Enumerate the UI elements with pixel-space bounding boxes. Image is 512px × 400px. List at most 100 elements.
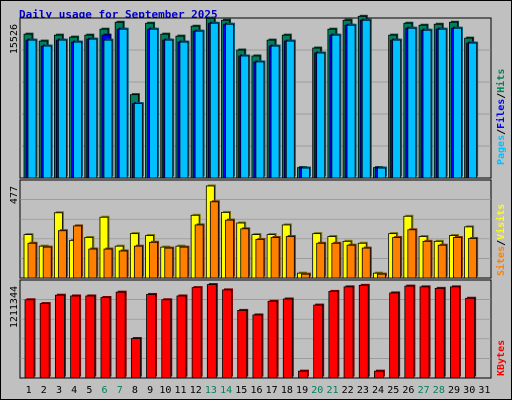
hits-files-pages-bar-pages <box>392 39 402 179</box>
visits-sites-bar-sites <box>27 242 37 279</box>
hits-files-pages-bar-pages <box>194 30 204 179</box>
x-tick-label: 31 <box>478 385 490 396</box>
x-tick-label: 17 <box>266 385 278 396</box>
x-tick-label: 18 <box>281 385 293 396</box>
visits-sites-legend-entry: Visits <box>495 204 507 240</box>
hits-files-pages-legend-entry: Files <box>495 99 507 129</box>
visits-sites-bar-sites <box>301 273 310 279</box>
visits-sites-bar-sites <box>194 224 204 279</box>
visits-sites-bar-sites <box>240 228 250 279</box>
hits-files-pages-legend-entry: / <box>496 93 507 99</box>
hits-files-pages-bar-pages <box>57 39 67 179</box>
kbytes-bar-kbytes <box>450 286 460 379</box>
visits-sites-bar-sites <box>468 238 478 279</box>
kbytes-bar-kbytes <box>115 291 126 379</box>
x-tick-label: 23 <box>357 385 369 396</box>
hits-files-pages-bar-pages <box>179 41 189 179</box>
hits-files-pages-bar-pages <box>468 42 478 179</box>
visits-sites-bar-sites <box>331 242 341 279</box>
hits-files-pages-bar-pages <box>285 40 295 179</box>
kbytes-bar-kbytes <box>267 300 278 379</box>
visits-sites-bar-sites <box>285 236 295 279</box>
x-tick-label: 8 <box>132 385 138 396</box>
hits-files-pages-legend-entry: / <box>496 129 507 135</box>
hits-files-pages-bar-pages <box>361 19 371 179</box>
visits-sites-bar-sites <box>270 237 280 279</box>
hits-files-pages-bar-pages <box>164 39 174 179</box>
x-tick-label: 13 <box>205 385 217 396</box>
x-tick-label: 29 <box>448 385 460 396</box>
x-tick-label: 16 <box>250 385 262 396</box>
x-tick-label: 24 <box>372 385 384 396</box>
x-tick-label: 1 <box>26 385 32 396</box>
hits-files-pages-bar-pages <box>422 29 432 179</box>
visits-sites-bar-sites <box>255 239 265 279</box>
visits-sites-max-label: 477 <box>9 186 20 204</box>
x-tick-label: 11 <box>175 385 187 396</box>
hits-files-pages-bar-pages <box>301 167 310 179</box>
kbytes-bar-kbytes <box>313 304 324 379</box>
hits-files-pages-bar-pages <box>437 28 447 179</box>
x-tick-label: 26 <box>402 385 414 396</box>
hits-files-pages-bar-pages <box>331 34 341 179</box>
visits-sites-legend-entry: / <box>496 240 507 246</box>
hits-files-pages-bar-pages <box>270 45 280 179</box>
x-tick-label: 12 <box>190 385 202 396</box>
kbytes-bar-kbytes <box>161 299 172 379</box>
visits-sites-bar-sites <box>437 244 447 279</box>
kbytes-bar-kbytes <box>85 295 96 379</box>
kbytes-bar-kbytes <box>419 286 430 379</box>
kbytes-bar-kbytes <box>252 314 263 379</box>
kbytes-max-label: 1211344 <box>9 286 20 328</box>
x-tick-label: 10 <box>159 385 171 396</box>
visits-sites-bar-sites <box>149 241 158 279</box>
visits-sites-legend-entry: Sites <box>495 246 507 276</box>
kbytes-bar-kbytes <box>206 284 217 379</box>
hits-files-pages-bar-pages <box>88 38 98 179</box>
kbytes-bar-kbytes <box>130 338 141 379</box>
kbytes-bar-kbytes <box>328 291 339 379</box>
kbytes-bar-kbytes <box>389 292 400 379</box>
kbytes-bar-kbytes <box>237 310 248 379</box>
hits-files-pages-bar-pages <box>27 39 37 179</box>
x-tick-label: 22 <box>342 385 354 396</box>
visits-sites-legend: Sites/Visits <box>495 204 507 276</box>
visits-sites-bar-sites <box>392 237 402 279</box>
x-tick-label: 30 <box>463 385 475 396</box>
x-tick-label: 19 <box>296 385 308 396</box>
hits-files-pages-legend: Pages/Files/Hits <box>495 69 507 165</box>
hits-files-pages-bar-pages <box>346 24 356 179</box>
visits-sites-bar-sites <box>453 237 462 279</box>
hits-files-pages-bar-pages <box>377 167 386 179</box>
x-tick-label: 21 <box>326 385 338 396</box>
kbytes-bar-kbytes <box>343 286 354 379</box>
x-tick-label: 7 <box>117 385 123 396</box>
visits-sites-bar-sites <box>164 247 174 279</box>
hits-files-pages-bar-pages <box>209 22 219 179</box>
hits-files-pages-bar-pages <box>453 27 462 179</box>
visits-sites-bar-sites <box>133 245 143 279</box>
kbytes-bar-kbytes <box>374 370 384 379</box>
x-tick-label: 28 <box>433 385 445 396</box>
hits-files-pages-bar-pages <box>407 27 417 179</box>
visits-sites-bar-sites <box>422 240 432 279</box>
hits-files-pages-bar-pages <box>225 23 234 179</box>
kbytes-bar-kbytes <box>434 287 445 379</box>
hits-files-pages-bar-pages <box>103 39 113 179</box>
hits-files-pages-bar-pages <box>316 52 326 179</box>
kbytes-bar-kbytes <box>298 370 308 379</box>
visits-sites-bar-sites <box>377 273 386 279</box>
hits-files-pages-bar-pages <box>118 28 128 179</box>
kbytes-bar-kbytes <box>404 285 415 379</box>
visits-sites-bar-sites <box>73 225 82 279</box>
x-tick-label: 9 <box>147 385 153 396</box>
hits-files-pages-legend-entry: Hits <box>495 69 507 93</box>
visits-sites-bar-sites <box>57 230 67 279</box>
hits-files-pages-bar-pages <box>73 41 82 179</box>
x-tick-label: 25 <box>387 385 399 396</box>
kbytes-bar-kbytes <box>54 294 65 379</box>
visits-sites-bar-sites <box>118 250 128 279</box>
hits-files-pages-bar-pages <box>133 103 143 179</box>
x-tick-label: 2 <box>41 385 47 396</box>
visits-sites-bar-sites <box>179 246 189 279</box>
